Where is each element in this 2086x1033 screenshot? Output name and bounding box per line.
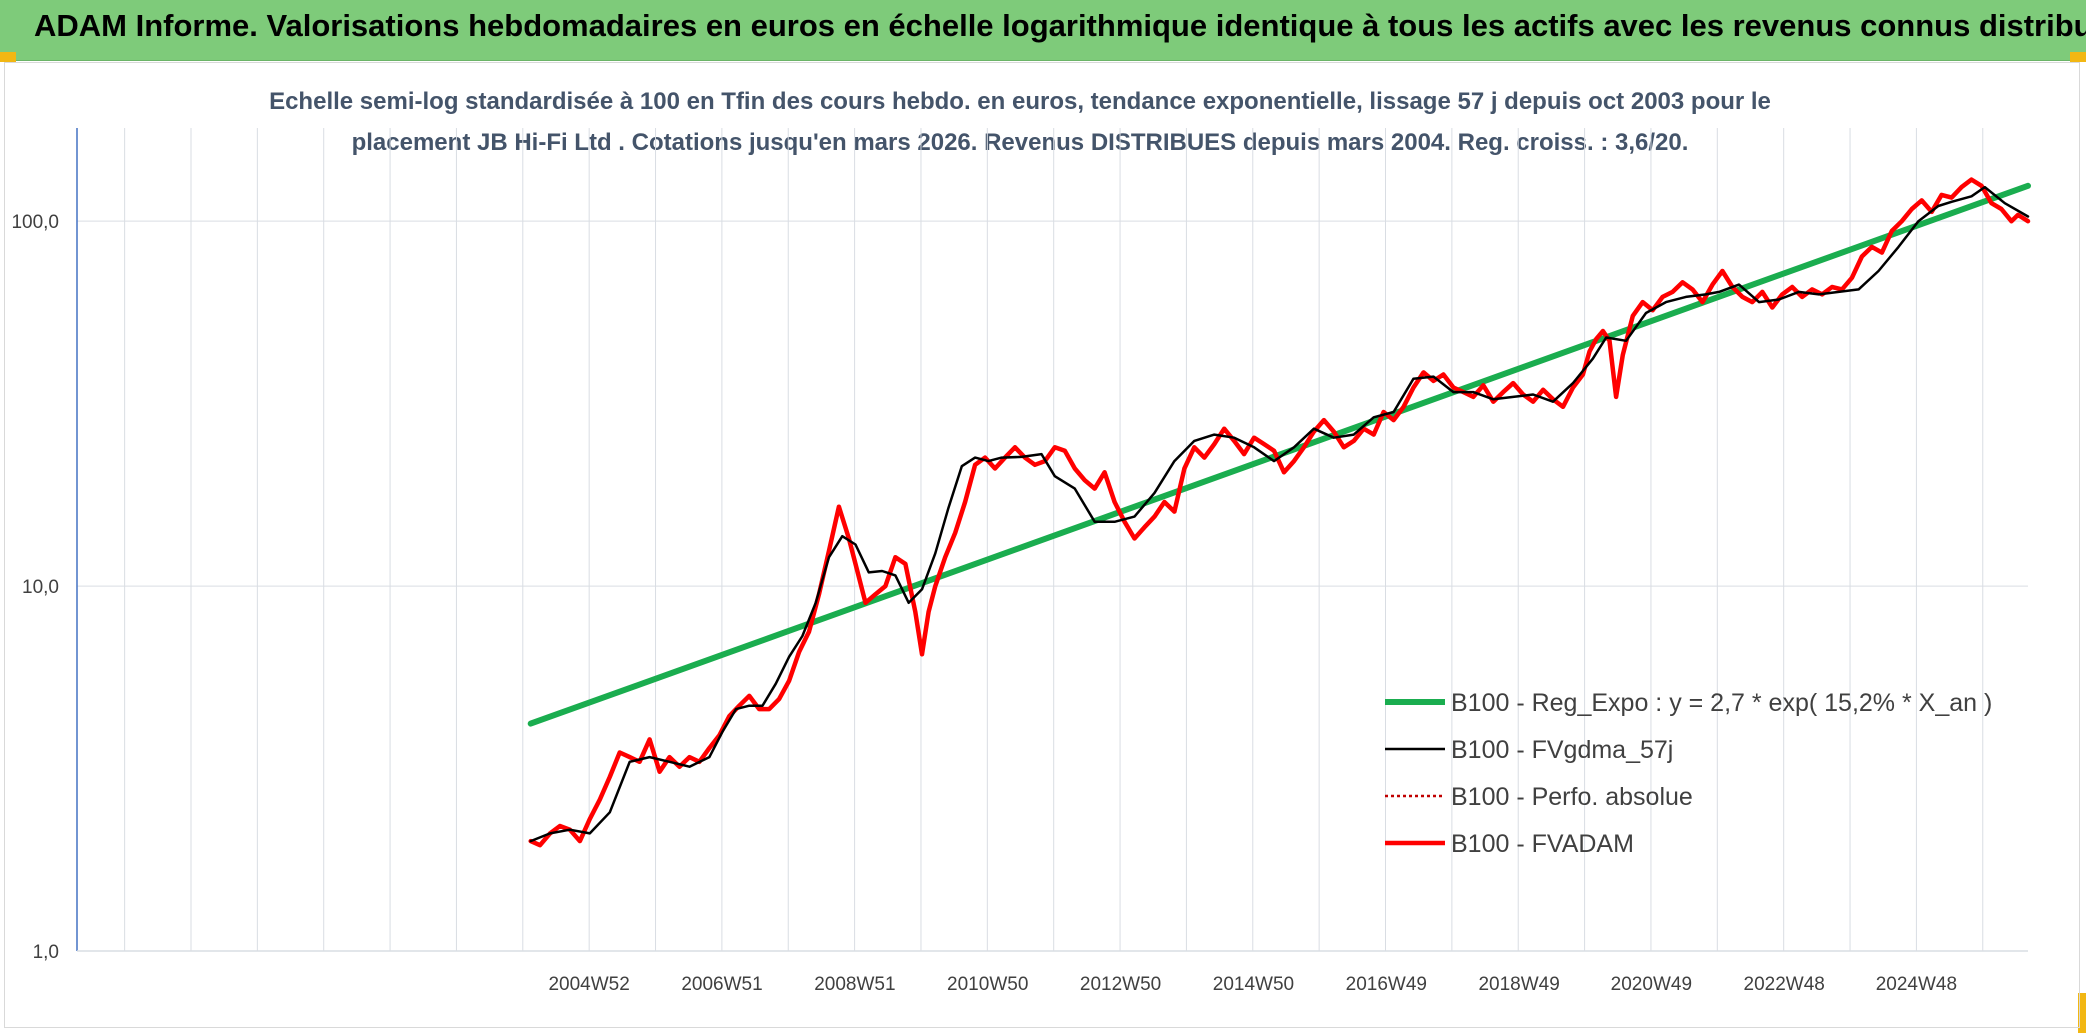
y-tick-label: 1,0 [33, 942, 59, 963]
chart-subtitle: placement JB Hi-Fi Ltd . Cotations jusqu… [351, 129, 1689, 156]
x-tick-label: 2010W50 [947, 974, 1028, 995]
legend-label: B100 - Perfo. absolue [1451, 783, 1693, 811]
chart-title: Echelle semi-log standardisée à 100 en T… [269, 88, 1771, 115]
legend-label: B100 - FVADAM [1451, 830, 1634, 858]
x-tick-label: 2018W49 [1478, 974, 1559, 995]
y-tick-label: 100,0 [11, 212, 59, 233]
x-tick-label: 2006W51 [681, 974, 762, 995]
corner-marker [2078, 993, 2086, 1033]
x-tick-label: 2020W49 [1611, 974, 1692, 995]
x-tick-label: 2014W50 [1213, 974, 1294, 995]
x-tick-label: 2016W49 [1346, 974, 1427, 995]
x-tick-label: 2024W48 [1876, 974, 1957, 995]
corner-marker [2070, 52, 2086, 62]
x-tick-label: 2004W52 [548, 974, 629, 995]
x-tick-label: 2022W48 [1744, 974, 1825, 995]
report-banner: ADAM Informe. Valorisations hebdomadaire… [0, 0, 2086, 61]
series [527, 177, 2031, 848]
legend-label: B100 - Reg_Expo : y = 2,7 * exp( 15,2% *… [1451, 689, 1992, 717]
series-fvadam [528, 177, 2031, 848]
x-tick-label: 2012W50 [1080, 974, 1161, 995]
series-reg-expo [527, 182, 2031, 727]
chart-frame [4, 62, 2080, 1028]
y-tick-label: 10,0 [22, 577, 59, 598]
corner-marker [0, 52, 16, 62]
grid [77, 128, 2028, 951]
series-fvgdma-57j [529, 185, 2030, 843]
legend-label: B100 - FVgdma_57j [1451, 736, 1673, 764]
x-tick-label: 2008W51 [814, 974, 895, 995]
legend: B100 - Reg_Expo : y = 2,7 * exp( 15,2% *… [1385, 689, 1992, 858]
report-title: ADAM Informe. Valorisations hebdomadaire… [34, 8, 2086, 43]
axes: 1,0 10,0 100,0 2004W52 2006W51 2008W51 2010W50… [11, 128, 2028, 995]
